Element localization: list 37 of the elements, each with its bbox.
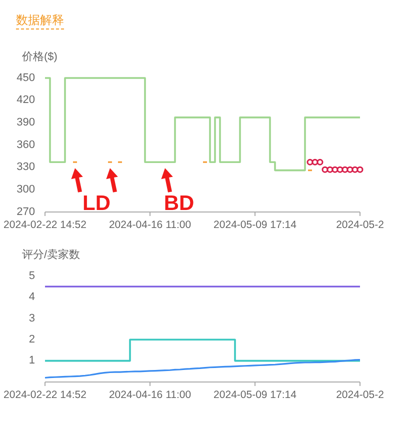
annotation: LD xyxy=(82,192,110,215)
point xyxy=(326,166,334,173)
y-tick-label: 330 xyxy=(16,161,35,174)
x-tick-label: 2024-04-16 11:00 xyxy=(108,219,192,231)
y-tick-label: 2 xyxy=(28,334,35,346)
point xyxy=(352,166,358,173)
y-tick-label: 1 xyxy=(28,354,35,367)
point xyxy=(346,166,354,173)
line-series xyxy=(44,358,361,379)
point xyxy=(332,166,338,173)
x-tick-label: 2024-05-2 xyxy=(336,389,384,401)
point xyxy=(342,166,348,173)
y-tick-label: 360 xyxy=(16,138,35,151)
x-tick-label: 2024-05-2 xyxy=(336,219,384,231)
x-tick-label: 2024-05-09 17:14 xyxy=(214,219,297,231)
y-tick-label: 300 xyxy=(16,184,35,196)
x-tick-label: 2024-02-22 14:52 xyxy=(4,389,87,401)
x-tick-label: 2024-05-09 17:14 xyxy=(214,389,297,401)
x-tick-label: 2024-04-16 11:00 xyxy=(108,389,192,401)
chart-title: 数据解释 xyxy=(16,13,64,27)
point xyxy=(356,166,364,173)
point xyxy=(316,158,324,166)
y-tick-label: 270 xyxy=(16,206,35,218)
point xyxy=(306,158,314,166)
y-axis-title: 价格($) xyxy=(21,51,58,63)
annotation: BD xyxy=(164,192,194,215)
y-tick-label: 390 xyxy=(16,116,35,129)
point xyxy=(336,166,344,173)
point xyxy=(312,158,318,166)
y-axis-title: 评分/卖家数 xyxy=(22,248,80,261)
y-tick-label: 450 xyxy=(16,72,35,84)
y-tick-label: 420 xyxy=(16,94,35,106)
y-tick-label: 3 xyxy=(28,312,35,324)
y-tick-label: 5 xyxy=(28,270,35,282)
x-tick-label: 2024-02-22 14:52 xyxy=(4,219,87,231)
point xyxy=(322,166,328,173)
y-tick-label: 4 xyxy=(28,291,35,304)
